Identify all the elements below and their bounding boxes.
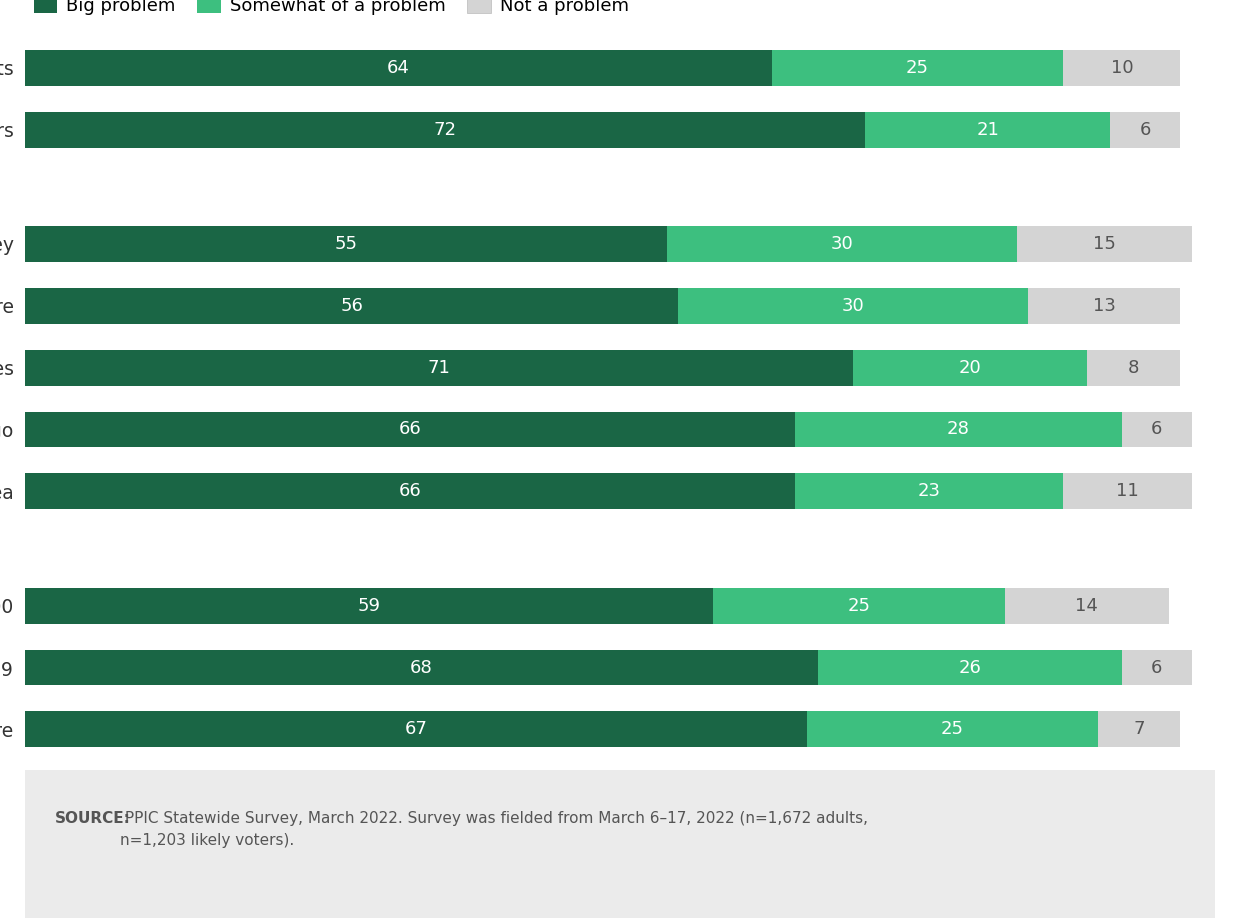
Bar <box>25 474 795 509</box>
Bar <box>25 50 771 85</box>
Bar <box>818 650 1122 686</box>
Text: 59: 59 <box>357 597 381 615</box>
Bar <box>1122 650 1192 686</box>
Bar <box>771 50 1064 85</box>
Legend: Big problem, Somewhat of a problem, Not a problem: Big problem, Somewhat of a problem, Not … <box>33 0 629 15</box>
Text: 6: 6 <box>1140 120 1151 139</box>
Bar <box>795 411 1122 447</box>
Text: 66: 66 <box>398 420 422 439</box>
Text: 56: 56 <box>340 297 363 315</box>
Bar <box>25 350 853 386</box>
Text: 6: 6 <box>1151 658 1163 677</box>
Text: 28: 28 <box>947 420 970 439</box>
Text: PPIC Statewide Survey, March 2022. Survey was fielded from March 6–17, 2022 (n=1: PPIC Statewide Survey, March 2022. Surve… <box>120 812 868 848</box>
Bar <box>713 588 1006 623</box>
Text: 67: 67 <box>404 721 428 738</box>
Bar <box>25 226 667 262</box>
Text: 21: 21 <box>976 120 999 139</box>
Bar <box>25 411 795 447</box>
Bar <box>1122 411 1192 447</box>
Text: 13: 13 <box>1092 297 1116 315</box>
Text: 30: 30 <box>831 235 853 253</box>
Text: 30: 30 <box>842 297 864 315</box>
Bar <box>25 588 713 623</box>
Text: 10: 10 <box>1111 59 1133 77</box>
Bar <box>678 288 1028 324</box>
Bar <box>1064 50 1180 85</box>
Bar <box>795 474 1064 509</box>
Text: 15: 15 <box>1092 235 1116 253</box>
Text: 66: 66 <box>398 482 422 500</box>
Bar <box>1099 711 1180 747</box>
Bar <box>853 350 1086 386</box>
Text: 64: 64 <box>387 59 409 77</box>
Text: 7: 7 <box>1133 721 1145 738</box>
Text: 23: 23 <box>918 482 941 500</box>
Text: 11: 11 <box>1116 482 1140 500</box>
Bar <box>667 226 1017 262</box>
Bar <box>1006 588 1168 623</box>
Bar <box>25 112 866 148</box>
Text: 20: 20 <box>959 359 982 376</box>
Text: 68: 68 <box>410 658 433 677</box>
Text: SOURCE:: SOURCE: <box>55 812 130 826</box>
Bar <box>866 112 1110 148</box>
Bar <box>25 711 807 747</box>
Bar <box>1017 226 1192 262</box>
Bar <box>25 288 678 324</box>
Bar <box>1110 112 1180 148</box>
Bar <box>807 711 1099 747</box>
Text: 14: 14 <box>1075 597 1099 615</box>
Bar <box>1028 288 1180 324</box>
Bar <box>25 650 818 686</box>
Text: 25: 25 <box>848 597 870 615</box>
Text: 25: 25 <box>941 721 965 738</box>
Text: 8: 8 <box>1128 359 1140 376</box>
Text: 26: 26 <box>959 658 982 677</box>
Text: 71: 71 <box>428 359 450 376</box>
Bar <box>1086 350 1180 386</box>
Text: 25: 25 <box>906 59 929 77</box>
Text: 6: 6 <box>1151 420 1163 439</box>
Bar <box>1064 474 1192 509</box>
Text: 55: 55 <box>335 235 357 253</box>
Text: 72: 72 <box>434 120 456 139</box>
